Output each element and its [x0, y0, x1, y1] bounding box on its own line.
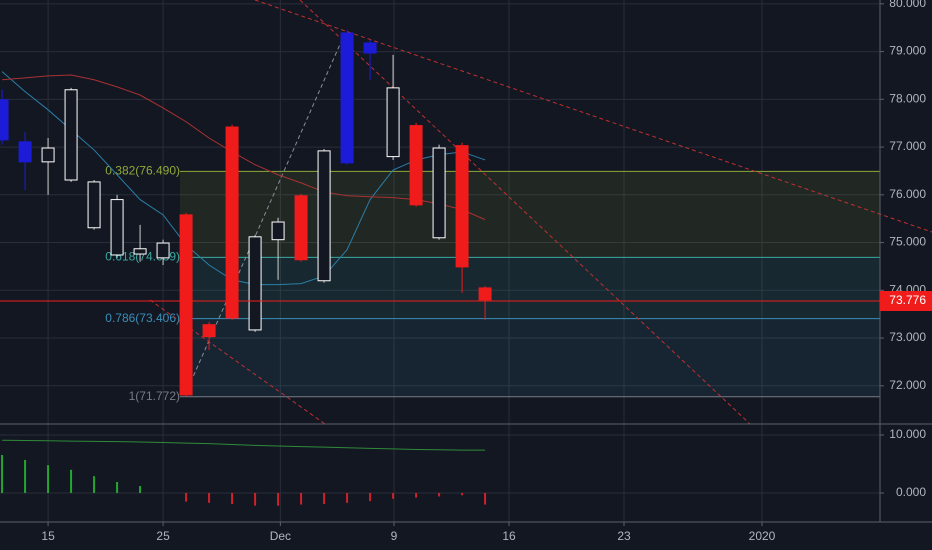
x-tick-label: 2020 [749, 529, 776, 543]
y-tick-label: 76.000 [889, 187, 926, 201]
histogram-bar [369, 492, 372, 502]
y-tick-label: 78.000 [889, 91, 926, 105]
candle-body [0, 99, 9, 141]
trend-line [254, 0, 932, 233]
axes: 80.00079.00078.00077.00076.00075.00074.0… [41, 0, 932, 543]
y-tick-label: 73.000 [889, 330, 926, 344]
fib-label: 0.786(73.406) [105, 311, 180, 325]
candle-body [202, 324, 216, 338]
candle-body [156, 242, 170, 259]
moving-average [2, 74, 486, 221]
histogram-bar [70, 469, 73, 493]
candle-body [225, 126, 239, 319]
candle-body [294, 195, 308, 261]
candle-body [317, 150, 331, 282]
candle-body [248, 236, 262, 331]
fib-band [180, 257, 880, 319]
histogram-bar [231, 492, 234, 504]
x-tick-label: 16 [502, 529, 516, 543]
histogram-bar [47, 465, 50, 493]
histogram-bar [323, 492, 326, 504]
fib-zone: 0.382(76.490)0.618(74.689)0.786(73.406)1… [105, 164, 880, 403]
histogram-bar [415, 492, 418, 498]
fib-label: 0.382(76.490) [105, 164, 180, 178]
histogram-bar [254, 492, 257, 506]
histogram-bar [300, 492, 303, 505]
x-tick-label: 25 [156, 529, 170, 543]
histogram-bar [93, 476, 96, 493]
y-tick-label: 72.000 [889, 378, 926, 392]
y-tick-label: 75.000 [889, 235, 926, 249]
histogram-bar [139, 486, 142, 493]
y-tick-label: 77.000 [889, 139, 926, 153]
x-tick-label: Dec [270, 529, 291, 543]
histogram-bar [208, 492, 211, 503]
y-tick-label: 79.000 [889, 44, 926, 58]
candle-body [478, 287, 492, 301]
moving-average [1, 71, 486, 286]
candle-body [363, 42, 377, 54]
histogram-bar [484, 492, 487, 505]
candle-body [455, 145, 469, 268]
histogram-bar [24, 459, 27, 493]
candle-body [18, 141, 32, 163]
last-price-box [880, 291, 932, 312]
y-tick-label: 10.000 [889, 427, 926, 441]
x-tick-label: 23 [617, 529, 631, 543]
candle-body [432, 147, 446, 239]
candle-body [340, 32, 354, 164]
fib-band [180, 318, 880, 397]
histogram-bar [438, 492, 441, 497]
candle-body [64, 89, 78, 181]
x-tick-label: 15 [41, 529, 55, 543]
fib-band [180, 171, 880, 258]
histogram-bar [277, 492, 280, 506]
candle-body [41, 147, 55, 163]
trend-line [149, 299, 326, 425]
last-price-label: 73.776 [889, 293, 926, 307]
candle-body [271, 221, 285, 241]
histogram-bar [116, 481, 119, 493]
candle-body [87, 181, 101, 229]
histogram-bar [185, 492, 188, 502]
x-tick-label: 9 [391, 529, 398, 543]
candle-body [179, 214, 193, 396]
candle-body [409, 125, 423, 206]
indicator-line [2, 439, 486, 451]
candle-body [133, 248, 147, 255]
candle-body [386, 87, 400, 158]
histogram-bar [346, 492, 349, 503]
histogram-bar [392, 492, 395, 499]
trend-line [299, 0, 751, 425]
marks [0, 29, 880, 506]
y-tick-label: 80.000 [889, 0, 926, 10]
candle-body [110, 199, 124, 256]
histogram-bar [461, 492, 464, 496]
fib-label: 1(71.772) [129, 389, 180, 403]
histogram-bar [1, 454, 4, 493]
y-tick-label: 0.000 [896, 485, 926, 499]
